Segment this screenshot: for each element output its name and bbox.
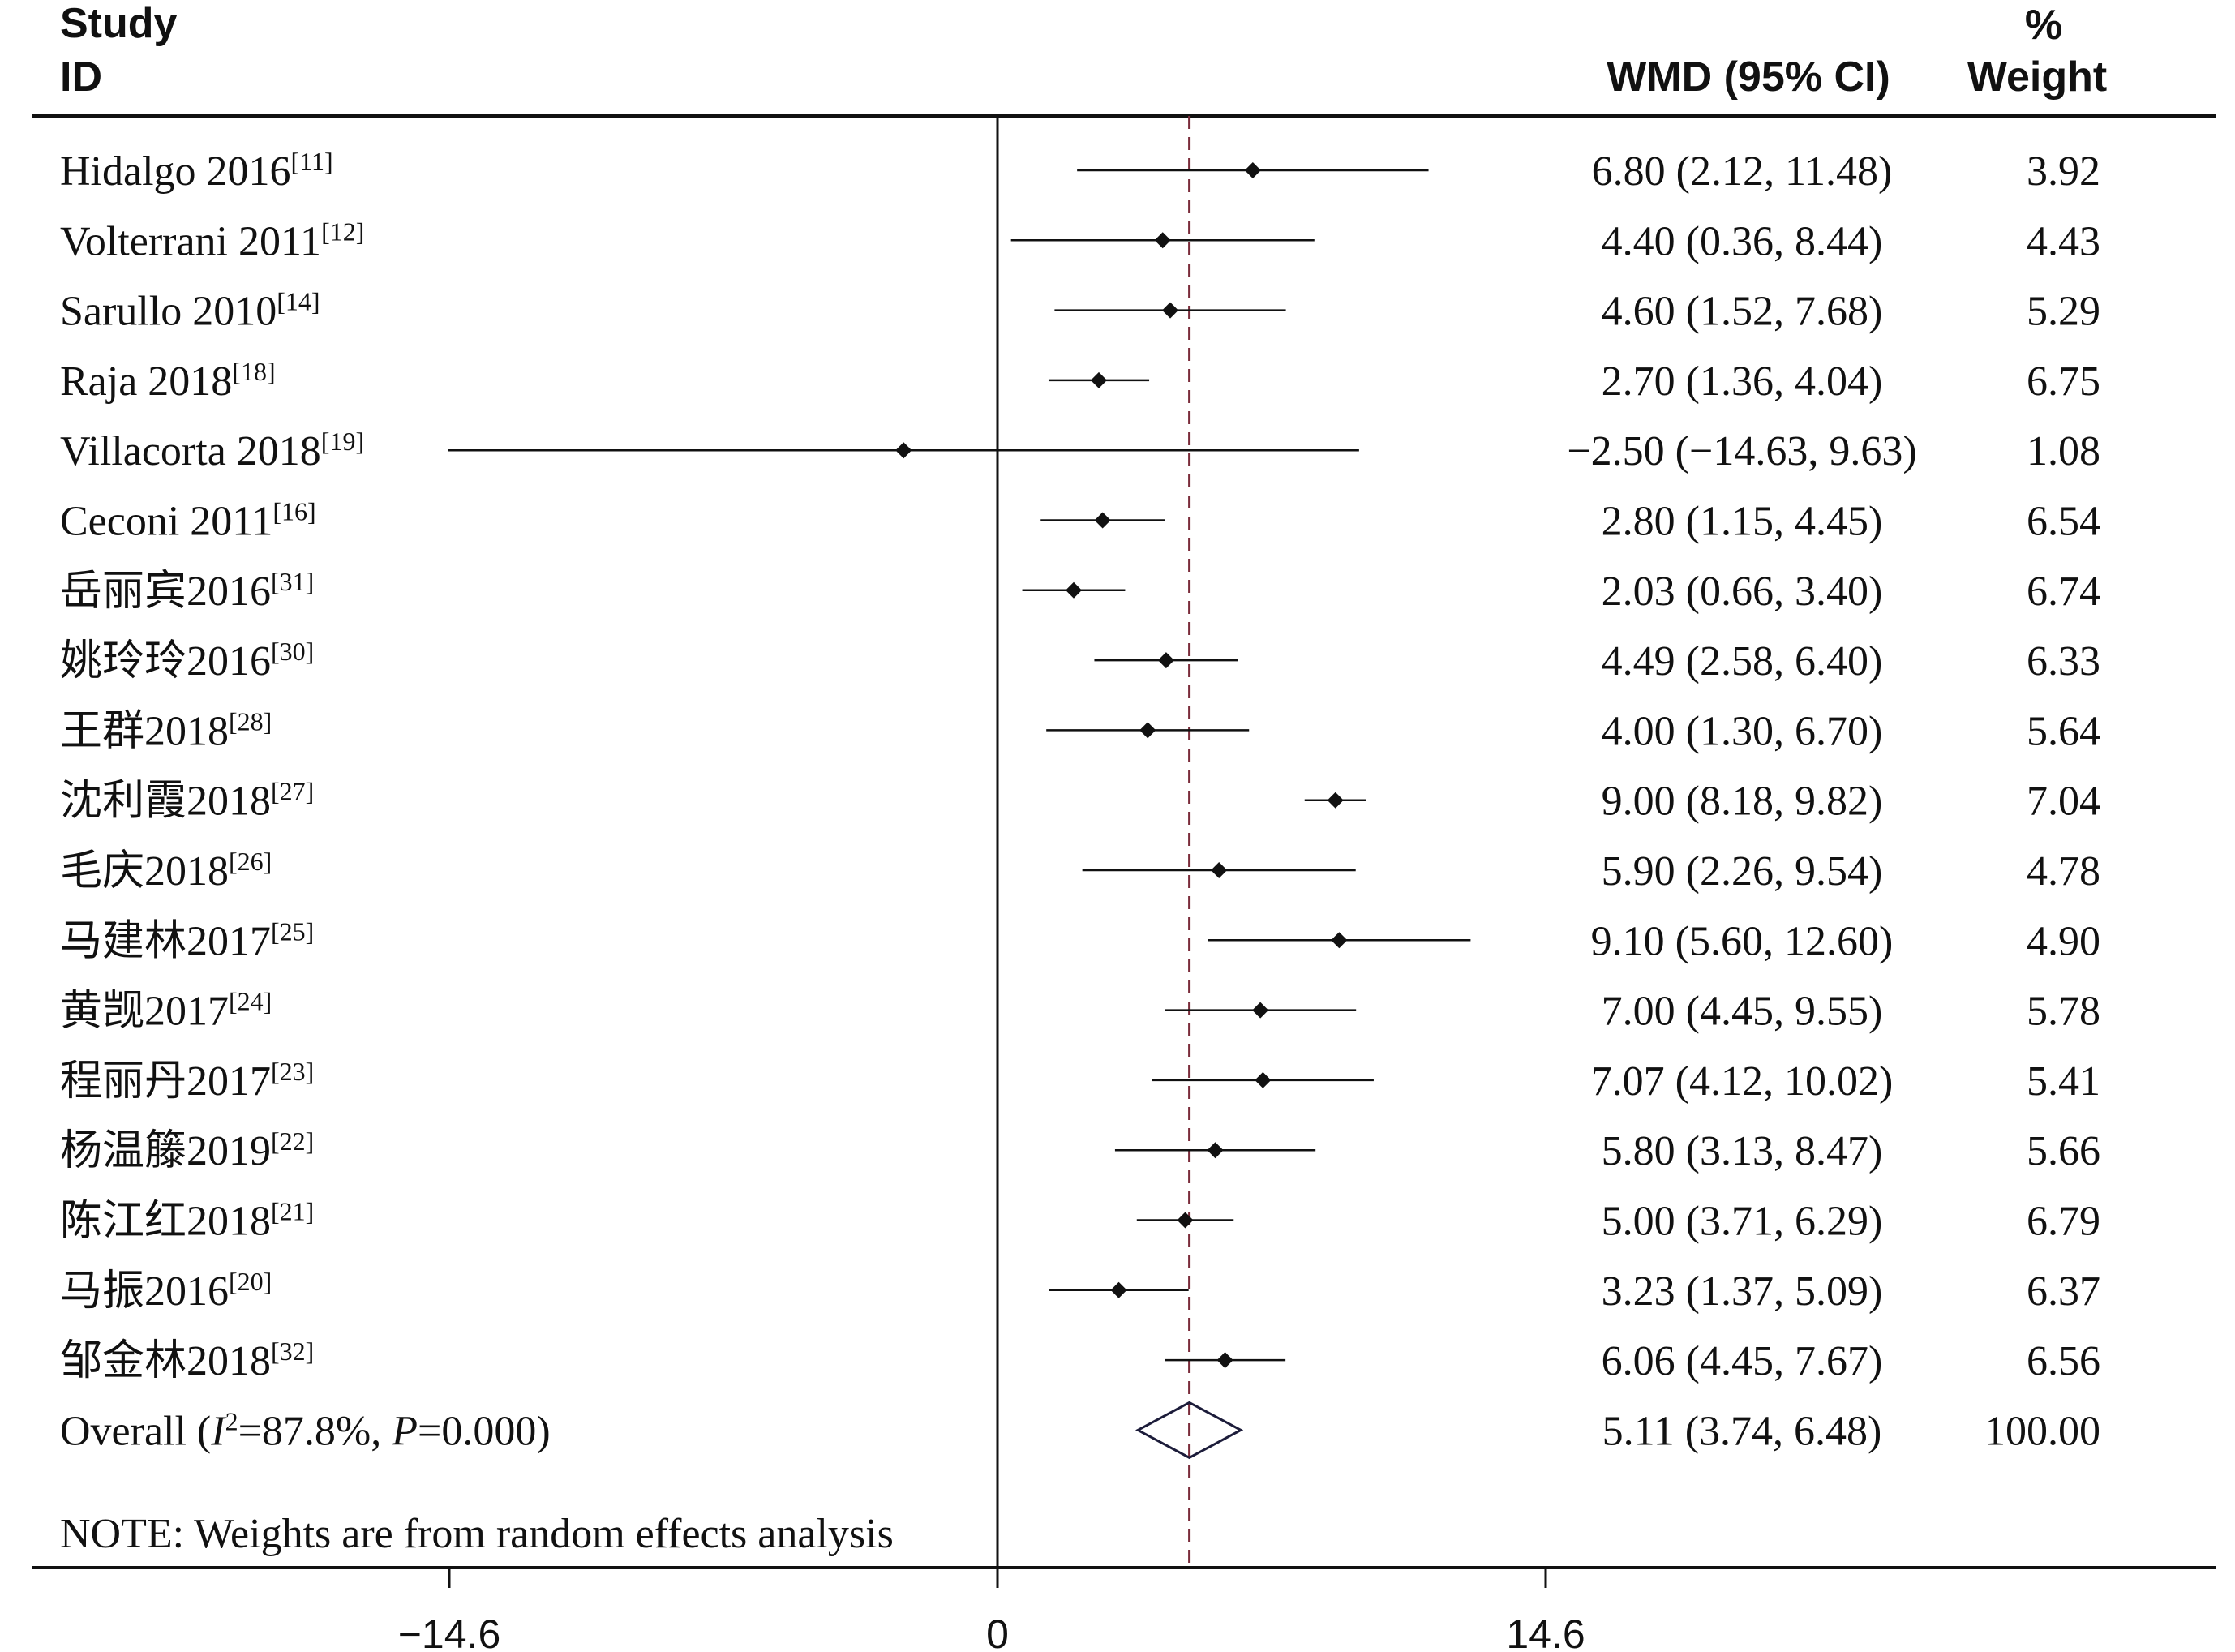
- overall-weight-text: 100.00: [1984, 1408, 2100, 1454]
- point-estimate: [1207, 1142, 1224, 1159]
- point-estimate: [1157, 652, 1174, 669]
- ci-text: 6.06 (4.45, 7.67): [1602, 1338, 1883, 1384]
- ci-text: 4.60 (1.52, 7.68): [1602, 289, 1883, 335]
- point-estimate: [1252, 1002, 1269, 1019]
- weight-text: 7.04: [2027, 779, 2100, 825]
- weight-text: 6.54: [2027, 499, 2100, 545]
- ci-text: 4.49 (2.58, 6.40): [1602, 638, 1883, 684]
- point-estimate: [1327, 792, 1344, 809]
- ci-text: 2.80 (1.15, 4.45): [1602, 499, 1883, 545]
- ci-text: 5.80 (3.13, 8.47): [1602, 1128, 1883, 1174]
- point-estimate: [1331, 932, 1348, 949]
- ci-text: 4.40 (0.36, 8.44): [1602, 218, 1883, 264]
- ci-text: 9.00 (8.18, 9.82): [1602, 779, 1883, 825]
- study-label: 陈江红2018[21]: [60, 1197, 314, 1245]
- weight-text: 3.92: [2027, 148, 2100, 195]
- weight-text: 5.41: [2027, 1058, 2100, 1105]
- point-estimate: [1094, 512, 1111, 529]
- note-text: NOTE: Weights are from random effects an…: [60, 1511, 894, 1557]
- rows-layer: Hidalgo 2016[11] 6.80 (2.12, 11.48) 3.92 Vo…: [60, 116, 2100, 1568]
- point-estimate: [1139, 722, 1156, 739]
- point-estimate: [1177, 1212, 1194, 1229]
- study-label: 程丽丹2017[23]: [60, 1057, 314, 1105]
- study-label: Villacorta 2018[19]: [60, 427, 364, 474]
- study-label: 姚玲玲2016[30]: [60, 637, 314, 684]
- study-label: 黄觊2017[24]: [60, 987, 272, 1035]
- weight-text: 5.78: [2027, 989, 2100, 1035]
- study-label: Volterrani 2011[12]: [60, 217, 364, 264]
- header-id: ID: [60, 54, 102, 101]
- weight-text: 6.74: [2027, 569, 2100, 615]
- study-label: 毛庆2018[26]: [60, 847, 272, 895]
- ci-text: 9.10 (5.60, 12.60): [1591, 918, 1894, 964]
- point-estimate: [1211, 862, 1228, 878]
- point-estimate: [1065, 581, 1082, 599]
- study-label: 沈利霞2018[27]: [60, 777, 314, 825]
- header-weight-percent: %: [2025, 2, 2062, 49]
- ci-text: 4.00 (1.30, 6.70): [1602, 708, 1883, 754]
- point-estimate: [1110, 1281, 1127, 1298]
- study-label: Ceconi 2011[16]: [60, 497, 316, 545]
- point-estimate: [1216, 1352, 1233, 1369]
- study-label: 马建林2017[25]: [60, 916, 314, 964]
- study-label: 杨温籐2019[22]: [60, 1126, 314, 1174]
- weight-text: 6.79: [2027, 1199, 2100, 1245]
- weight-text: 4.43: [2027, 218, 2100, 264]
- weight-text: 5.29: [2027, 289, 2100, 335]
- ci-text: 6.80 (2.12, 11.48): [1592, 148, 1893, 195]
- weight-text: 5.64: [2027, 708, 2100, 754]
- ci-text: 7.07 (4.12, 10.02): [1591, 1058, 1894, 1105]
- point-estimate: [895, 442, 912, 459]
- weight-text: 1.08: [2027, 428, 2100, 474]
- study-label: 邹金林2018[32]: [60, 1337, 314, 1384]
- weight-text: 6.33: [2027, 638, 2100, 684]
- header-effect: WMD (95% CI): [1607, 54, 1890, 101]
- weight-text: 6.37: [2027, 1268, 2100, 1315]
- point-estimate: [1161, 302, 1178, 319]
- study-label: 马振2016[20]: [60, 1267, 272, 1315]
- study-label: Raja 2018[18]: [60, 357, 276, 405]
- weight-text: 6.56: [2027, 1338, 2100, 1384]
- weight-text: 5.66: [2027, 1128, 2100, 1174]
- weight-text: 6.75: [2027, 358, 2100, 405]
- weight-text: 4.90: [2027, 918, 2100, 964]
- header-weight: Weight: [1967, 54, 2107, 101]
- ci-text: 3.23 (1.37, 5.09): [1602, 1268, 1883, 1315]
- point-estimate: [1244, 162, 1261, 178]
- ci-text: 2.70 (1.36, 4.04): [1602, 358, 1883, 405]
- overall-ci-text: 5.11 (3.74, 6.48): [1602, 1408, 1882, 1454]
- point-estimate: [1255, 1071, 1272, 1088]
- point-estimate: [1154, 232, 1171, 249]
- header-study: Study: [60, 0, 178, 47]
- ci-text: 2.03 (0.66, 3.40): [1602, 569, 1883, 615]
- study-label: Sarullo 2010[14]: [60, 287, 320, 335]
- ci-text: 5.00 (3.71, 6.29): [1602, 1199, 1883, 1245]
- ci-text: 7.00 (4.45, 9.55): [1602, 989, 1883, 1035]
- x-axis: −14.6 0 14.6: [398, 1568, 1585, 1652]
- weight-text: 4.78: [2027, 848, 2100, 895]
- overall-diamond: [1135, 1401, 1244, 1460]
- study-label: Hidalgo 2016[11]: [60, 147, 333, 195]
- study-label: 王群2018[28]: [60, 706, 272, 754]
- study-label: 岳丽宾2016[31]: [60, 567, 314, 615]
- point-estimate: [1091, 371, 1108, 388]
- x-tick-label: 14.6: [1506, 1611, 1585, 1652]
- ci-text: 5.90 (2.26, 9.54): [1602, 848, 1883, 895]
- x-tick-label: −14.6: [398, 1611, 501, 1652]
- x-tick-label: 0: [986, 1611, 1009, 1652]
- ci-text: −2.50 (−14.63, 9.63): [1567, 428, 1916, 474]
- overall-label: Overall (I2=87.8%, P=0.000): [60, 1406, 551, 1454]
